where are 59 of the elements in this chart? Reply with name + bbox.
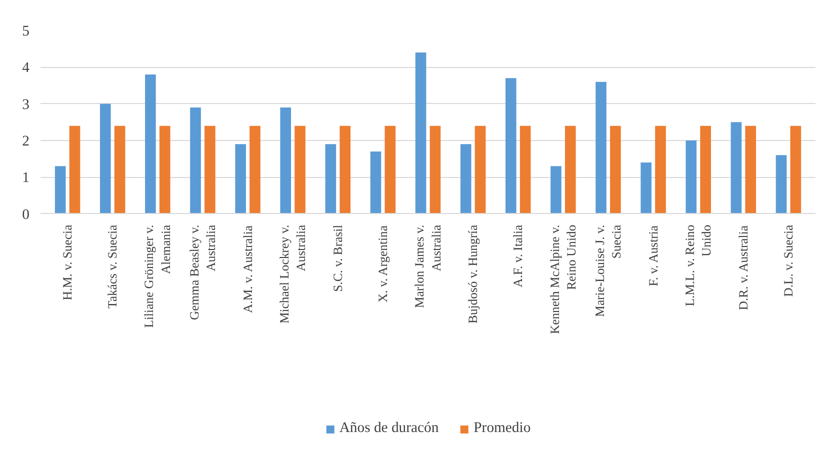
x-tick-label: Gemma Beasley v. Australia xyxy=(187,224,218,320)
bar xyxy=(250,126,260,214)
bar xyxy=(745,126,756,214)
bar xyxy=(100,104,111,214)
y-tick-label: 4 xyxy=(22,60,30,76)
x-tick-label: Bujdosó v. Hungría xyxy=(466,224,480,324)
y-tick-label: 0 xyxy=(22,206,30,223)
bar xyxy=(430,126,441,214)
bar xyxy=(370,152,382,214)
bar xyxy=(145,74,156,214)
bar xyxy=(564,126,576,214)
bar xyxy=(776,155,787,214)
bar xyxy=(596,82,606,214)
bar xyxy=(506,78,516,214)
bar xyxy=(54,166,66,214)
y-tick-label: 3 xyxy=(22,96,30,113)
x-tick-label: Marie-Louise J. v. Suecia xyxy=(592,224,624,317)
x-tick-label: F. v. Austria xyxy=(646,225,660,286)
x-tick-label: L.M.L. v. Reino Unido xyxy=(682,224,714,306)
bar xyxy=(415,52,426,214)
bar xyxy=(204,126,216,214)
x-tick-label: H.M. v. Suecia xyxy=(60,224,75,300)
bar xyxy=(340,126,350,214)
bar xyxy=(190,108,201,214)
bar xyxy=(280,108,292,214)
bar xyxy=(474,126,486,214)
x-tick-label: D.L. v. Suecia xyxy=(781,224,796,297)
x-tick-label: A.M. v. Australia xyxy=(240,225,255,313)
bar xyxy=(114,126,126,214)
y-tick-label: 1 xyxy=(22,170,30,186)
bar xyxy=(384,126,396,214)
bar xyxy=(640,162,652,214)
bar xyxy=(294,126,306,214)
y-tick-label: 2 xyxy=(22,134,30,150)
x-tick-label: D.R. v. Australia xyxy=(736,225,750,310)
bar xyxy=(69,126,80,214)
bar xyxy=(159,126,170,214)
legend-label: Años de duracón xyxy=(339,420,439,437)
x-tick-label: S.C. v. Brasil xyxy=(330,224,345,292)
bar xyxy=(686,140,697,214)
bar xyxy=(325,144,336,214)
x-tick-label: Michael Lockrey v. Australia xyxy=(277,224,308,324)
x-tick-label: Liliane Gröninger v. Alemania xyxy=(142,224,174,328)
bar xyxy=(790,126,802,214)
x-tick-label: A.F. v. Italia xyxy=(511,224,526,288)
bar xyxy=(235,144,246,214)
bar xyxy=(460,144,472,214)
bar xyxy=(550,166,562,214)
x-tick-label: Marlon James v. Australia xyxy=(412,224,444,308)
bar xyxy=(655,126,666,214)
bar xyxy=(730,122,742,214)
x-tick-label: Takács v. Suecia xyxy=(106,224,120,309)
y-tick-label: 5 xyxy=(22,24,30,40)
x-tick-label: X. v. Argentina xyxy=(376,225,390,303)
legend-label: Promedio xyxy=(474,420,531,437)
x-tick-label: Kenneth McAlpine v. Reino Unido xyxy=(548,224,579,334)
bar xyxy=(610,126,621,214)
bar xyxy=(520,126,531,214)
bar xyxy=(700,126,711,214)
